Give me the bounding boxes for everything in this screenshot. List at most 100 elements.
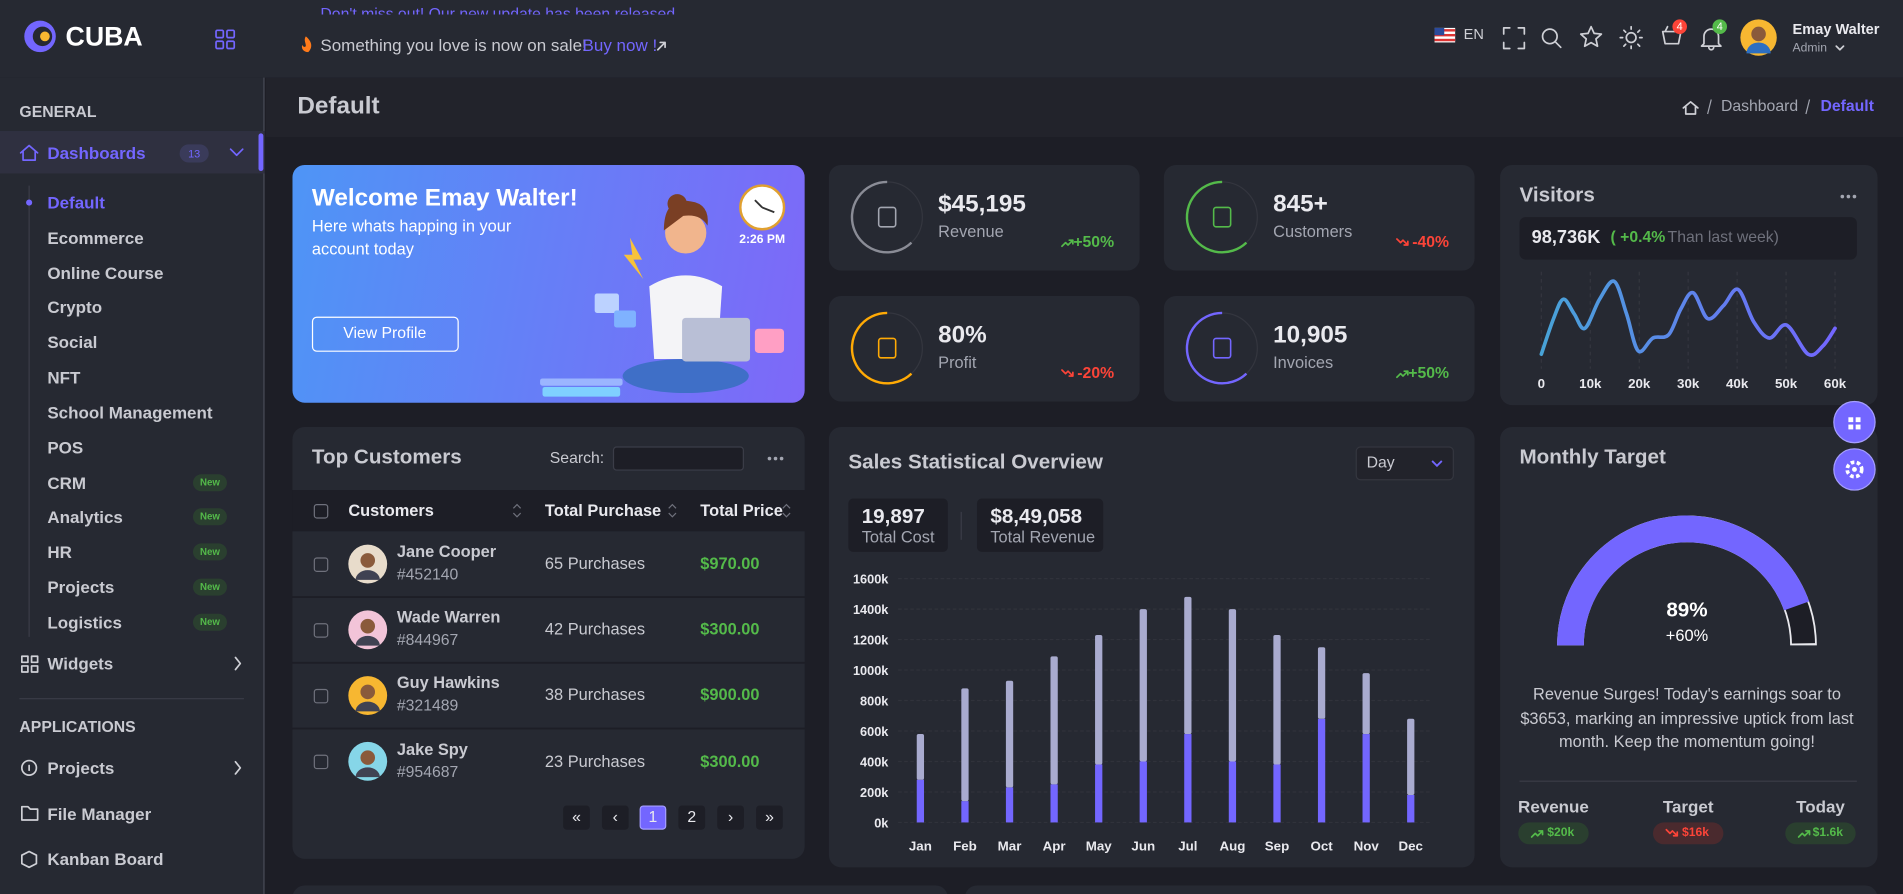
gauge-change: +60% xyxy=(1665,626,1709,645)
customer-name: Guy Hawkins xyxy=(396,673,500,693)
submenu-item[interactable]: Analytics xyxy=(47,507,123,527)
checkbox xyxy=(313,688,329,704)
page-button[interactable] xyxy=(717,805,744,830)
total-value: 19,897 xyxy=(861,504,925,528)
stat-value: $45,195 xyxy=(938,191,1026,218)
submenu-item[interactable]: NFT xyxy=(47,367,81,388)
new-badge-text: New xyxy=(199,581,220,593)
x-tick-label: Jul xyxy=(1178,838,1197,853)
stat-icon xyxy=(1212,206,1232,228)
card-title: Visitors xyxy=(1519,183,1595,207)
sort-icon xyxy=(668,503,677,518)
stat-label: Customers xyxy=(1273,222,1353,241)
submenu-item[interactable]: Projects xyxy=(47,577,115,597)
submenu-item[interactable]: School Management xyxy=(47,402,213,423)
sort-icon xyxy=(782,503,791,518)
total-label: Total Cost xyxy=(861,527,935,547)
submenu-item[interactable]: Crypto xyxy=(47,297,103,318)
page-label[interactable]: ‹ xyxy=(612,807,618,826)
avatar xyxy=(360,684,376,700)
page-title: Default xyxy=(297,92,380,120)
new-badge-text: New xyxy=(199,476,220,488)
page-label[interactable]: » xyxy=(765,807,774,826)
search-input[interactable] xyxy=(612,446,744,471)
submenu-item[interactable]: Social xyxy=(47,332,98,353)
illustration xyxy=(665,212,707,254)
language[interactable]: EN xyxy=(1463,25,1484,43)
y-tick-label: 0k xyxy=(874,815,889,830)
customer-id: #954687 xyxy=(396,761,459,781)
visitors-total: 98,736K xyxy=(1531,227,1601,248)
ticker-link[interactable]: Buy now ! xyxy=(582,35,658,55)
bar-segment xyxy=(1407,718,1415,796)
page-button[interactable] xyxy=(639,805,667,830)
submenu-item[interactable]: Logistics xyxy=(47,612,122,632)
gauge-value: 89% xyxy=(1666,598,1708,622)
bar-segment xyxy=(1273,764,1281,823)
submenu-item[interactable]: Ecommerce xyxy=(47,227,144,248)
chevron xyxy=(234,656,242,671)
chevron xyxy=(1835,45,1845,51)
lower-card xyxy=(964,885,1878,894)
page-button[interactable] xyxy=(678,805,706,830)
total-box xyxy=(848,498,948,552)
breadcrumb[interactable]: Dashboard xyxy=(1720,96,1799,115)
period-label[interactable]: Day xyxy=(1366,453,1395,472)
user-name[interactable]: Emay Walter xyxy=(1792,20,1880,38)
x-tick-label: Jun xyxy=(1131,838,1155,853)
view-profile-button[interactable] xyxy=(311,316,459,352)
grid-menu-icon xyxy=(226,40,236,50)
menu-item[interactable]: Projects xyxy=(47,758,115,778)
page-button[interactable] xyxy=(756,805,783,830)
menu-item[interactable]: Dashboards xyxy=(47,143,146,163)
avatar xyxy=(360,618,376,634)
x-tick-label: Feb xyxy=(953,838,977,853)
illustration xyxy=(540,378,623,386)
submenu-item[interactable]: CRM xyxy=(47,472,87,492)
y-tick-label: 1200k xyxy=(853,632,889,647)
customer-id: #844967 xyxy=(396,630,459,649)
purchases: 23 Purchases xyxy=(544,751,646,771)
home-icon xyxy=(1682,101,1699,115)
page-button[interactable] xyxy=(601,805,629,830)
x-tick-label: Aug xyxy=(1219,838,1245,853)
stat-label: Invoices xyxy=(1273,353,1334,372)
card-title: Sales Statistical Overview xyxy=(848,450,1103,474)
illustration xyxy=(622,359,749,394)
y-tick-label: 1600k xyxy=(853,571,889,586)
period-dropdown[interactable] xyxy=(1355,446,1454,481)
footer-label: Revenue xyxy=(1518,796,1589,817)
menu-dots xyxy=(1846,194,1851,199)
menu-item[interactable]: Kanban Board xyxy=(47,849,164,869)
ticker-text: Something you love is now on sale! xyxy=(320,35,587,55)
page-button[interactable] xyxy=(563,805,590,830)
price: $970.00 xyxy=(700,554,760,573)
submenu-item[interactable]: POS xyxy=(47,437,84,458)
separator xyxy=(1707,99,1712,115)
stat-ring xyxy=(850,180,913,254)
notification-badge xyxy=(1712,19,1728,34)
page-label[interactable]: « xyxy=(572,807,581,826)
button-text[interactable]: View Profile xyxy=(343,323,427,342)
menu-dots xyxy=(1840,194,1845,199)
footer-value: $16k xyxy=(1681,826,1709,840)
page-label[interactable]: › xyxy=(727,807,734,826)
visitors-change: +0.4% xyxy=(1611,228,1665,247)
stat-change: +50% xyxy=(1408,363,1450,382)
stat-label: Profit xyxy=(938,353,977,372)
footer-value: $20k xyxy=(1547,826,1575,840)
bar-segment xyxy=(1184,734,1192,823)
page-label[interactable]: 1 xyxy=(648,807,658,826)
illustration xyxy=(667,194,687,214)
submenu-item[interactable]: HR xyxy=(47,542,72,562)
apps-icon xyxy=(1855,417,1861,423)
menu-item[interactable]: Widgets xyxy=(47,653,114,674)
avatar xyxy=(360,750,376,765)
page-label[interactable]: 2 xyxy=(687,807,697,826)
submenu-item[interactable]: Online Course xyxy=(47,262,164,283)
submenu-item[interactable]: Default xyxy=(47,192,105,213)
table-header xyxy=(292,490,805,532)
floating-button[interactable] xyxy=(1833,400,1876,444)
illustration xyxy=(754,328,785,353)
menu-item[interactable]: File Manager xyxy=(47,804,152,824)
